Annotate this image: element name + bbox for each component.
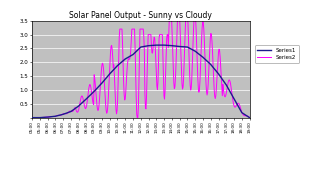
Series1: [61, 113, 65, 115]
Legend: Series1, Series2: Series1, Series2: [254, 45, 299, 63]
Series1: [69, 111, 73, 113]
Series1: [131, 53, 135, 56]
Series2: [30, 117, 34, 119]
Series2: [169, 1, 172, 3]
Series1: [217, 73, 220, 75]
Series2: [56, 114, 60, 116]
Series1: [209, 63, 213, 66]
Series1: [77, 105, 81, 107]
Series1: [147, 45, 150, 47]
Series2: [189, 89, 193, 91]
Series1: [100, 82, 104, 84]
Series2: [167, 29, 171, 31]
Series1: [46, 116, 50, 118]
Series1: [155, 44, 158, 46]
Series1: [162, 44, 166, 46]
Series1: [186, 46, 189, 48]
Series1: [38, 117, 42, 119]
Series1: [108, 73, 112, 75]
Series1: [178, 45, 181, 48]
Series1: [139, 46, 143, 48]
Series1: [116, 65, 119, 67]
Series1: [232, 98, 236, 100]
Series2: [116, 80, 120, 83]
Series1: [84, 98, 88, 100]
Series1: [224, 84, 228, 86]
Series1: [92, 90, 96, 92]
Series1: [193, 50, 197, 52]
Series1: [53, 115, 57, 117]
Series1: [240, 112, 244, 114]
Series1: [201, 56, 205, 58]
Line: Series2: Series2: [32, 2, 250, 118]
Series1: [123, 58, 127, 60]
Series1: [170, 45, 174, 47]
Line: Series1: Series1: [32, 45, 250, 118]
Series1: [248, 117, 252, 119]
Series2: [188, 73, 192, 75]
Title: Solar Panel Output - Sunny vs Cloudy: Solar Panel Output - Sunny vs Cloudy: [69, 11, 212, 20]
Series2: [101, 63, 105, 65]
Series1: [30, 117, 34, 119]
Series2: [248, 117, 252, 119]
